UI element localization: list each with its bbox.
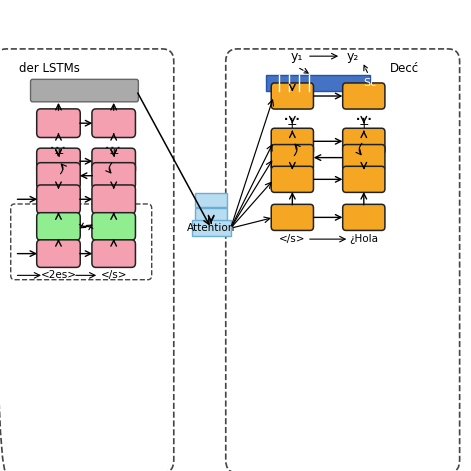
FancyBboxPatch shape bbox=[192, 220, 231, 236]
FancyBboxPatch shape bbox=[343, 204, 385, 230]
Text: ...: ... bbox=[355, 105, 373, 123]
FancyBboxPatch shape bbox=[343, 145, 385, 171]
Text: y₁: y₁ bbox=[291, 49, 303, 63]
Text: der LSTMs: der LSTMs bbox=[19, 63, 81, 75]
FancyBboxPatch shape bbox=[195, 193, 227, 207]
FancyBboxPatch shape bbox=[271, 83, 314, 109]
FancyBboxPatch shape bbox=[343, 128, 385, 154]
Text: +: + bbox=[287, 119, 298, 131]
Text: y₂: y₂ bbox=[346, 49, 358, 63]
FancyBboxPatch shape bbox=[271, 166, 314, 192]
Text: </s>: </s> bbox=[279, 234, 306, 244]
FancyBboxPatch shape bbox=[195, 208, 227, 222]
Text: Decć: Decć bbox=[390, 63, 419, 75]
FancyBboxPatch shape bbox=[37, 162, 80, 189]
FancyBboxPatch shape bbox=[31, 79, 138, 102]
Text: Attention: Attention bbox=[187, 223, 236, 233]
Text: ...: ... bbox=[49, 134, 68, 153]
Text: <2es>: <2es> bbox=[41, 270, 76, 280]
FancyBboxPatch shape bbox=[37, 148, 80, 174]
FancyBboxPatch shape bbox=[92, 109, 136, 138]
FancyBboxPatch shape bbox=[271, 145, 314, 171]
Text: </s>: </s> bbox=[100, 270, 127, 280]
Text: +: + bbox=[358, 119, 369, 131]
Text: Sc: Sc bbox=[364, 78, 377, 89]
Text: ¿Hola: ¿Hola bbox=[349, 234, 378, 244]
FancyBboxPatch shape bbox=[37, 109, 80, 138]
FancyBboxPatch shape bbox=[92, 162, 136, 189]
FancyBboxPatch shape bbox=[271, 128, 314, 154]
FancyBboxPatch shape bbox=[343, 83, 385, 109]
Text: ...: ... bbox=[283, 105, 302, 123]
FancyBboxPatch shape bbox=[271, 204, 314, 230]
FancyBboxPatch shape bbox=[37, 185, 80, 213]
FancyBboxPatch shape bbox=[37, 240, 80, 268]
FancyBboxPatch shape bbox=[267, 75, 370, 91]
Text: +: + bbox=[108, 147, 119, 161]
FancyBboxPatch shape bbox=[92, 148, 136, 174]
FancyBboxPatch shape bbox=[37, 213, 80, 240]
Text: +: + bbox=[53, 147, 64, 161]
FancyBboxPatch shape bbox=[92, 185, 136, 213]
Text: ...: ... bbox=[104, 134, 123, 153]
FancyBboxPatch shape bbox=[343, 166, 385, 192]
FancyBboxPatch shape bbox=[92, 213, 136, 240]
FancyBboxPatch shape bbox=[92, 240, 136, 268]
